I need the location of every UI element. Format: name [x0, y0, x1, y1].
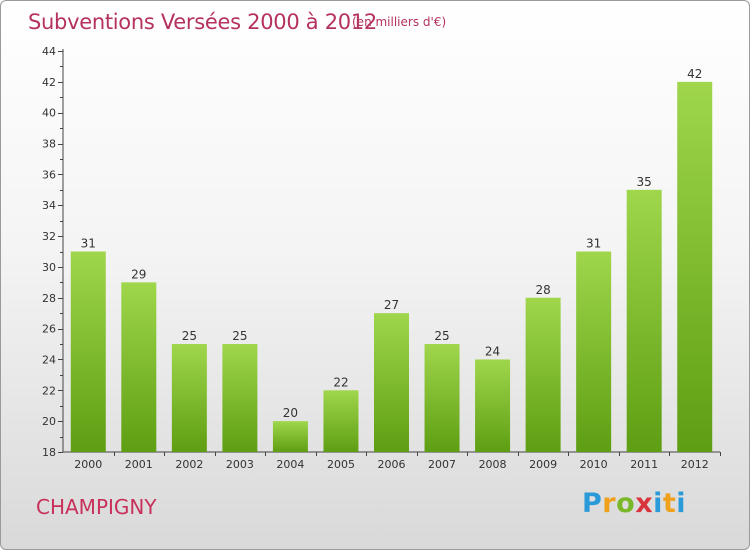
bar-2010: [576, 251, 612, 452]
y-tick-label: 34: [42, 199, 56, 212]
x-tick-label: 2006: [378, 458, 406, 471]
bar-value-label: 27: [384, 298, 399, 312]
bar-2011: [626, 189, 662, 453]
bar-2007: [424, 344, 460, 452]
bar-2002: [171, 344, 207, 452]
y-tick-label: 38: [42, 138, 56, 151]
x-tick-label: 2001: [125, 458, 153, 471]
bar-value-label: 25: [434, 329, 449, 343]
bar-value-label: 22: [333, 375, 348, 389]
bar-value-label: 25: [232, 329, 247, 343]
bar-2004: [272, 421, 308, 452]
proxiti-logo: Proxiti: [582, 488, 687, 519]
location-name: CHAMPIGNY: [36, 495, 157, 519]
bar-2005: [323, 390, 359, 452]
x-tick-label: 2002: [175, 458, 203, 471]
bar-value-label: 31: [586, 237, 601, 251]
x-tick-label: 2007: [428, 458, 456, 471]
bar-value-label: 29: [131, 267, 146, 281]
y-tick-label: 32: [42, 230, 56, 243]
x-tick-label: 2008: [479, 458, 507, 471]
chart-axes: 18 20 22 24 26 28 30 32 34 36 38 40 42 44: [42, 45, 721, 459]
y-tick-label: 26: [42, 323, 56, 336]
y-tick-label: 22: [42, 384, 56, 397]
chart-title: Subventions Versées 2000 à 2012: [28, 10, 377, 34]
y-tick-label: 30: [42, 261, 56, 274]
y-tick-label: 18: [42, 446, 56, 459]
bar-value-label: 24: [485, 344, 500, 358]
bar-2006: [374, 313, 409, 452]
bar-value-label: 35: [637, 175, 652, 189]
x-tick-label: 2005: [327, 458, 355, 471]
bar-value-label: 42: [687, 67, 702, 81]
y-tick-label: 24: [42, 353, 56, 366]
y-tick-label: 20: [42, 415, 56, 428]
bar-value-label: 28: [535, 283, 550, 297]
y-tick-label: 44: [42, 45, 56, 58]
x-tick-label: 2011: [630, 458, 658, 471]
bar-2000: [70, 251, 106, 452]
x-tick-label: 2000: [74, 458, 102, 471]
chart-labels: 31 2000 29 2001 25 2002 25 2003 20 2004 22 2005 27 20…: [74, 67, 708, 471]
x-tick-label: 2009: [529, 458, 557, 471]
x-tick-label: 2004: [276, 458, 304, 471]
y-tick-label: 36: [42, 168, 56, 181]
bar-value-label: 25: [182, 329, 197, 343]
y-tick-label: 42: [42, 76, 56, 89]
x-tick-label: 2010: [580, 458, 608, 471]
bar-2008: [475, 359, 511, 452]
y-tick-label: 28: [42, 292, 56, 305]
bar-2009: [525, 297, 561, 452]
chart-subtitle: (en milliers d'€): [352, 15, 447, 29]
x-tick-label: 2003: [226, 458, 254, 471]
bar-2001: [121, 282, 157, 452]
bar-2003: [222, 344, 258, 452]
y-tick-label: 40: [42, 107, 56, 120]
bar-value-label: 20: [283, 406, 298, 420]
x-tick-label: 2012: [681, 458, 709, 471]
bar-2012: [677, 81, 713, 452]
bar-value-label: 31: [81, 237, 96, 251]
chart-bars: [70, 81, 713, 453]
